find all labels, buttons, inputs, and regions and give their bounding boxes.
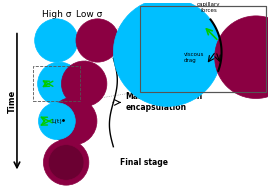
Text: capillary
forces: capillary forces [197, 2, 221, 13]
Circle shape [76, 19, 119, 62]
Text: L(t): L(t) [52, 119, 62, 124]
Text: Marangoni-driven
encapsulation: Marangoni-driven encapsulation [125, 92, 202, 112]
Text: Final stage: Final stage [120, 158, 168, 167]
Text: Time: Time [8, 90, 16, 113]
Text: Low σ: Low σ [76, 10, 102, 19]
Bar [140, 6, 266, 92]
Bar [140, 6, 266, 92]
Bar [33, 67, 80, 101]
Circle shape [215, 16, 270, 98]
Circle shape [49, 97, 97, 145]
Circle shape [38, 62, 81, 105]
Circle shape [113, 0, 222, 106]
Circle shape [62, 61, 107, 106]
Circle shape [48, 145, 84, 180]
Text: Contact: Contact [120, 36, 154, 45]
Circle shape [39, 103, 75, 139]
Text: High σ: High σ [42, 10, 71, 19]
Circle shape [43, 140, 89, 185]
Text: viscous
drag: viscous drag [184, 52, 205, 63]
Circle shape [35, 19, 78, 62]
